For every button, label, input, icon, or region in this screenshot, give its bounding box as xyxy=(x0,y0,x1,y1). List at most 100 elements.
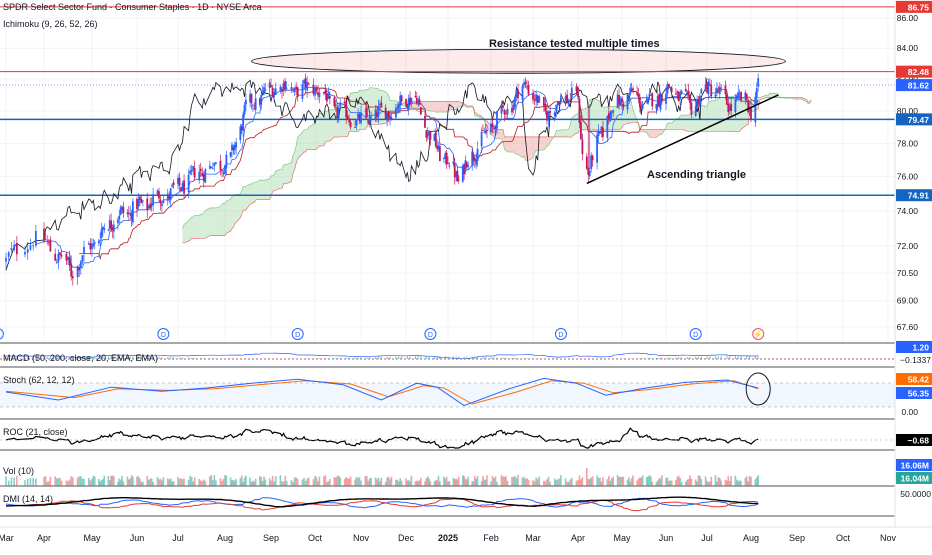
volume-bar xyxy=(656,482,658,486)
volume-bar xyxy=(173,481,175,486)
cloud-segment xyxy=(250,184,251,204)
volume-bar xyxy=(11,477,13,486)
volume-bar xyxy=(718,477,720,486)
volume-bar xyxy=(46,482,48,486)
cloud-segment xyxy=(428,101,429,111)
volume-bar xyxy=(477,476,479,486)
volume-bar xyxy=(132,477,134,486)
volume-bar xyxy=(204,481,206,486)
macd-histogram-bar xyxy=(735,356,736,359)
candle-body xyxy=(699,96,701,107)
cloud-segment xyxy=(539,137,544,150)
resistance-zone-ellipse xyxy=(251,49,785,73)
candle-body xyxy=(589,171,591,176)
macd-histogram-bar xyxy=(464,357,465,359)
candle-body xyxy=(439,146,441,161)
volume-bar xyxy=(292,482,294,486)
volume-bar xyxy=(168,479,170,486)
candle-body xyxy=(395,108,397,118)
candle-body xyxy=(592,156,594,160)
volume-bar xyxy=(93,476,95,486)
macd-histogram-bar xyxy=(721,356,722,359)
cloud-segment xyxy=(284,165,286,184)
volume-bar xyxy=(308,477,310,486)
cloud-segment xyxy=(265,179,269,200)
volume-bar xyxy=(347,478,349,486)
volume-bar xyxy=(388,477,390,486)
volume-bar xyxy=(571,478,573,486)
candle-body xyxy=(689,96,691,103)
candle-body xyxy=(333,98,335,106)
volume-bar xyxy=(370,478,372,486)
candle-body xyxy=(598,131,600,136)
candle-body xyxy=(305,78,307,88)
volume-bar xyxy=(756,477,758,486)
candle-body xyxy=(691,103,693,115)
time-tick-label: Oct xyxy=(308,533,323,543)
price-tick-label: 84.00 xyxy=(897,43,919,53)
macd-histogram-bar xyxy=(453,356,454,359)
volume-bar xyxy=(458,477,460,486)
volume-bar xyxy=(131,475,133,486)
volume-bar xyxy=(730,476,732,486)
candle-body xyxy=(708,82,710,94)
candle-body xyxy=(200,169,202,171)
volume-bar xyxy=(82,479,84,486)
candle-body xyxy=(61,255,63,256)
candle-body xyxy=(609,111,611,121)
cloud-segment xyxy=(687,115,688,131)
candle-body xyxy=(244,105,246,115)
volume-bar xyxy=(117,482,119,486)
candle-body xyxy=(191,170,193,172)
volume-bar xyxy=(198,479,200,486)
volume-bar xyxy=(350,477,352,486)
dividend-label: D xyxy=(161,332,166,339)
candle-body xyxy=(577,91,579,97)
macd-histogram-bar xyxy=(328,358,329,359)
volume-bar xyxy=(127,477,129,486)
cloud-segment xyxy=(214,208,216,236)
volume-bar xyxy=(325,475,327,486)
macd-histogram-bar xyxy=(209,358,210,359)
volume-bar xyxy=(365,476,367,486)
macd-histogram-bar xyxy=(493,357,494,359)
volume-bar xyxy=(118,478,120,486)
candle-body xyxy=(70,263,72,276)
volume-bar xyxy=(737,481,739,486)
volume-bar xyxy=(231,480,233,486)
macd-histogram-bar xyxy=(434,356,435,359)
volume-bar xyxy=(56,478,58,486)
candle-body xyxy=(45,239,47,240)
volume-bar xyxy=(151,478,153,486)
candle-body xyxy=(548,112,550,121)
dividend-label: D xyxy=(558,332,563,339)
candle-body xyxy=(339,103,341,107)
cloud-segment xyxy=(280,169,282,188)
cloud-segment xyxy=(429,101,430,111)
volume-bar xyxy=(70,476,72,486)
volume-bar xyxy=(467,477,469,486)
volume-bar xyxy=(66,480,68,486)
volume-bar xyxy=(502,477,504,486)
volume-bar xyxy=(146,476,148,486)
candle-body xyxy=(286,88,288,89)
volume-bar xyxy=(538,477,540,486)
volume-bar xyxy=(139,478,141,486)
candle-body xyxy=(757,78,759,86)
candle-body xyxy=(579,99,581,123)
candle-body xyxy=(416,98,418,104)
candle-body xyxy=(98,241,100,243)
time-tick-label: 2025 xyxy=(438,533,458,543)
volume-bar xyxy=(209,476,211,486)
volume-bar xyxy=(716,481,718,486)
volume-bar xyxy=(5,476,7,486)
macd-histogram-bar xyxy=(340,358,341,359)
volume-bar xyxy=(167,478,169,486)
candle-body xyxy=(138,199,140,206)
candle-body xyxy=(571,88,573,98)
macd-histogram-bar xyxy=(740,356,741,359)
cloud-segment xyxy=(210,208,212,236)
cloud-segment xyxy=(245,186,246,210)
macd-histogram-bar xyxy=(203,358,204,359)
